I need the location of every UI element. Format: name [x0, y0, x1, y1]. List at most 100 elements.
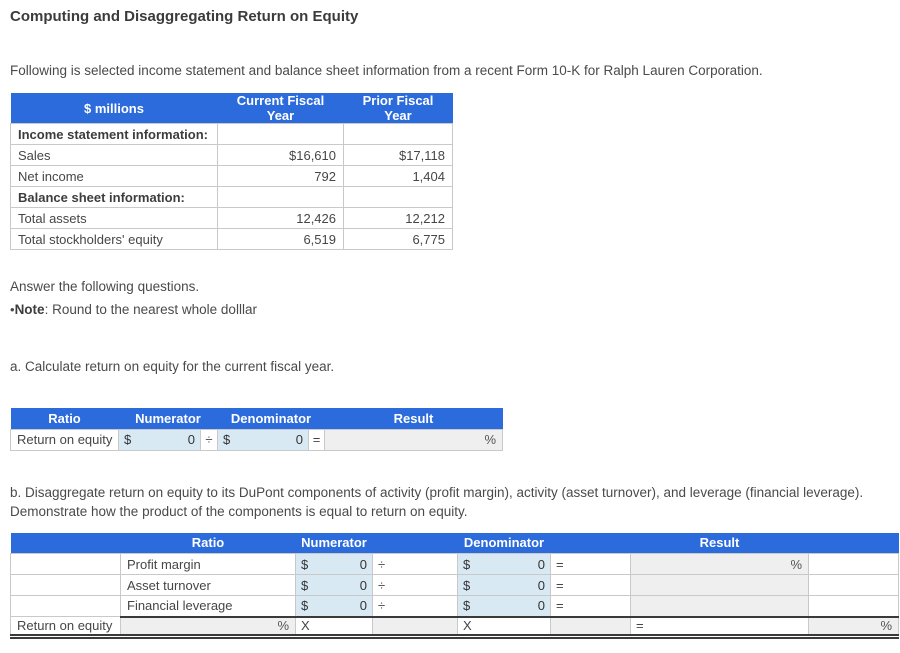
note-line: •Note: Round to the nearest whole dollla…	[10, 300, 890, 319]
numerator-input-inner: $0	[297, 555, 372, 574]
current-value	[217, 186, 344, 208]
denominator-value: 0	[537, 577, 545, 593]
col-header-current-year: Current Fiscal Year	[217, 93, 344, 124]
numerator-value: 0	[359, 598, 367, 614]
denominator-input-inner: $0	[219, 430, 308, 449]
equals-operator: =	[550, 553, 631, 575]
spacer-cell	[10, 574, 121, 596]
part-b-prompt: b. Disaggregate return on equity to its …	[10, 484, 864, 519]
divide-operator: ÷	[372, 595, 458, 617]
asset-turnover-result-field	[630, 574, 809, 596]
numerator-input-inner: $0	[297, 597, 372, 616]
denominator-value: 0	[537, 556, 545, 572]
note-label: Note	[14, 302, 45, 317]
part-b-row-financial-leverage: Financial leverage $0 ÷ $0 =	[10, 595, 899, 617]
equals-operator: =	[550, 595, 631, 617]
table-row-total-equity: Total stockholders' equity 6,519 6,775	[10, 228, 453, 250]
part-a-result-field: %	[324, 428, 504, 451]
numerator-value: 0	[359, 577, 367, 593]
row-label: Balance sheet information:	[10, 186, 218, 208]
percent-sign: %	[880, 618, 892, 634]
dollar-sign: $	[301, 577, 309, 593]
current-value	[217, 123, 344, 145]
part-a-denominator-value: 0	[295, 432, 303, 447]
row-label: Total assets	[10, 207, 218, 229]
prior-value: 12,212	[343, 207, 453, 229]
denominator-input-inner: $0	[459, 555, 550, 574]
financial-header-row: $ millions Current Fiscal Year Prior Fis…	[10, 93, 453, 124]
spacer-cell	[10, 595, 121, 617]
prior-value: 1,404	[343, 165, 453, 187]
col-header-millions: $ millions	[10, 93, 218, 124]
divide-operator: ÷	[372, 574, 458, 596]
financial-data-table: $ millions Current Fiscal Year Prior Fis…	[10, 93, 453, 250]
profit-margin-denominator-input[interactable]: $0	[457, 553, 551, 575]
multiply-operator: X	[457, 615, 551, 639]
part-a-denominator-input[interactable]: $0	[217, 428, 309, 451]
table-row-income-section: Income statement information:	[10, 123, 453, 145]
spacer-cell	[808, 553, 899, 575]
part-b-roe-total-row: Return on equity % X X = %	[10, 615, 899, 639]
table-row-total-assets: Total assets 12,426 12,212	[10, 207, 453, 229]
roe-total-label: Return on equity	[10, 616, 121, 639]
profit-margin-numerator-input[interactable]: $0	[295, 553, 373, 575]
dollar-sign: $	[463, 556, 471, 572]
roe-total-result-field: %	[808, 615, 899, 639]
current-value: 12,426	[217, 207, 344, 229]
table-row-net-income: Net income 792 1,404	[10, 165, 453, 187]
financial-leverage-numerator-input[interactable]: $0	[295, 595, 373, 617]
note-text: : Round to the nearest whole dolllar	[44, 302, 257, 317]
profit-margin-result-field: %	[630, 553, 809, 575]
equals-operator: =	[550, 574, 631, 596]
part-b-header-spacer	[372, 532, 458, 554]
spacer-cell	[808, 595, 899, 617]
roe-component3-field	[550, 615, 631, 639]
part-a-roe-label: Return on equity	[10, 428, 119, 451]
financial-leverage-result-field	[630, 595, 809, 617]
prior-value: 6,775	[343, 228, 453, 250]
asset-turnover-numerator-input[interactable]: $0	[295, 574, 373, 596]
part-b-dupont-table: Ratio Numerator Denominator Result Profi…	[10, 532, 899, 639]
prior-value	[343, 123, 453, 145]
part-a-numerator-input[interactable]: $0	[118, 428, 201, 451]
financial-leverage-denominator-input[interactable]: $0	[457, 595, 551, 617]
numerator-value: 0	[359, 556, 367, 572]
note-bullet: •	[10, 302, 15, 317]
answer-prompt: Answer the following questions.	[10, 279, 200, 294]
part-a-header-ratio: Ratio	[10, 408, 119, 429]
part-b-header-denominator: Denominator	[457, 532, 551, 554]
part-a-header-result: Result	[324, 408, 503, 429]
part-a-numerator-value: 0	[187, 432, 195, 447]
part-b-row-asset-turnover: Asset turnover $0 ÷ $0 =	[10, 574, 899, 596]
ratio-label: Profit margin	[120, 553, 296, 575]
table-row-balance-section: Balance sheet information:	[10, 186, 453, 208]
part-b-row-profit-margin: Profit margin $0 ÷ $0 = %	[10, 553, 899, 575]
part-b-header-result: Result	[630, 532, 809, 554]
row-label: Income statement information:	[10, 123, 218, 145]
part-b-header-spacer	[550, 532, 631, 554]
roe-component2-field	[372, 615, 458, 639]
numerator-input-inner: $0	[297, 576, 372, 595]
table-row-sales: Sales $16,610 $17,118	[10, 144, 453, 166]
equals-operator: =	[307, 428, 326, 451]
part-a-header-numerator: Numerator	[118, 408, 218, 429]
denominator-value: 0	[537, 598, 545, 614]
part-a-header-denominator: Denominator	[217, 408, 325, 429]
asset-turnover-denominator-input[interactable]: $0	[457, 574, 551, 596]
percent-sign: %	[790, 556, 802, 572]
part-b-header-spacer	[10, 532, 121, 554]
denominator-input-inner: $0	[459, 597, 550, 616]
current-value: 792	[217, 165, 344, 187]
row-label: Net income	[10, 165, 218, 187]
percent-sign: %	[277, 618, 289, 634]
part-b-header-spacer	[808, 532, 899, 554]
part-a-ratio-table: Ratio Numerator Denominator Result Retur…	[10, 408, 504, 451]
dollar-sign: $	[124, 432, 132, 447]
part-a-roe-row: Return on equity $0 ÷ $0 = %	[10, 428, 504, 451]
current-value: 6,519	[217, 228, 344, 250]
dollar-sign: $	[463, 577, 471, 593]
ratio-label: Financial leverage	[120, 595, 296, 617]
spacer-cell	[808, 574, 899, 596]
percent-sign: %	[484, 432, 497, 447]
